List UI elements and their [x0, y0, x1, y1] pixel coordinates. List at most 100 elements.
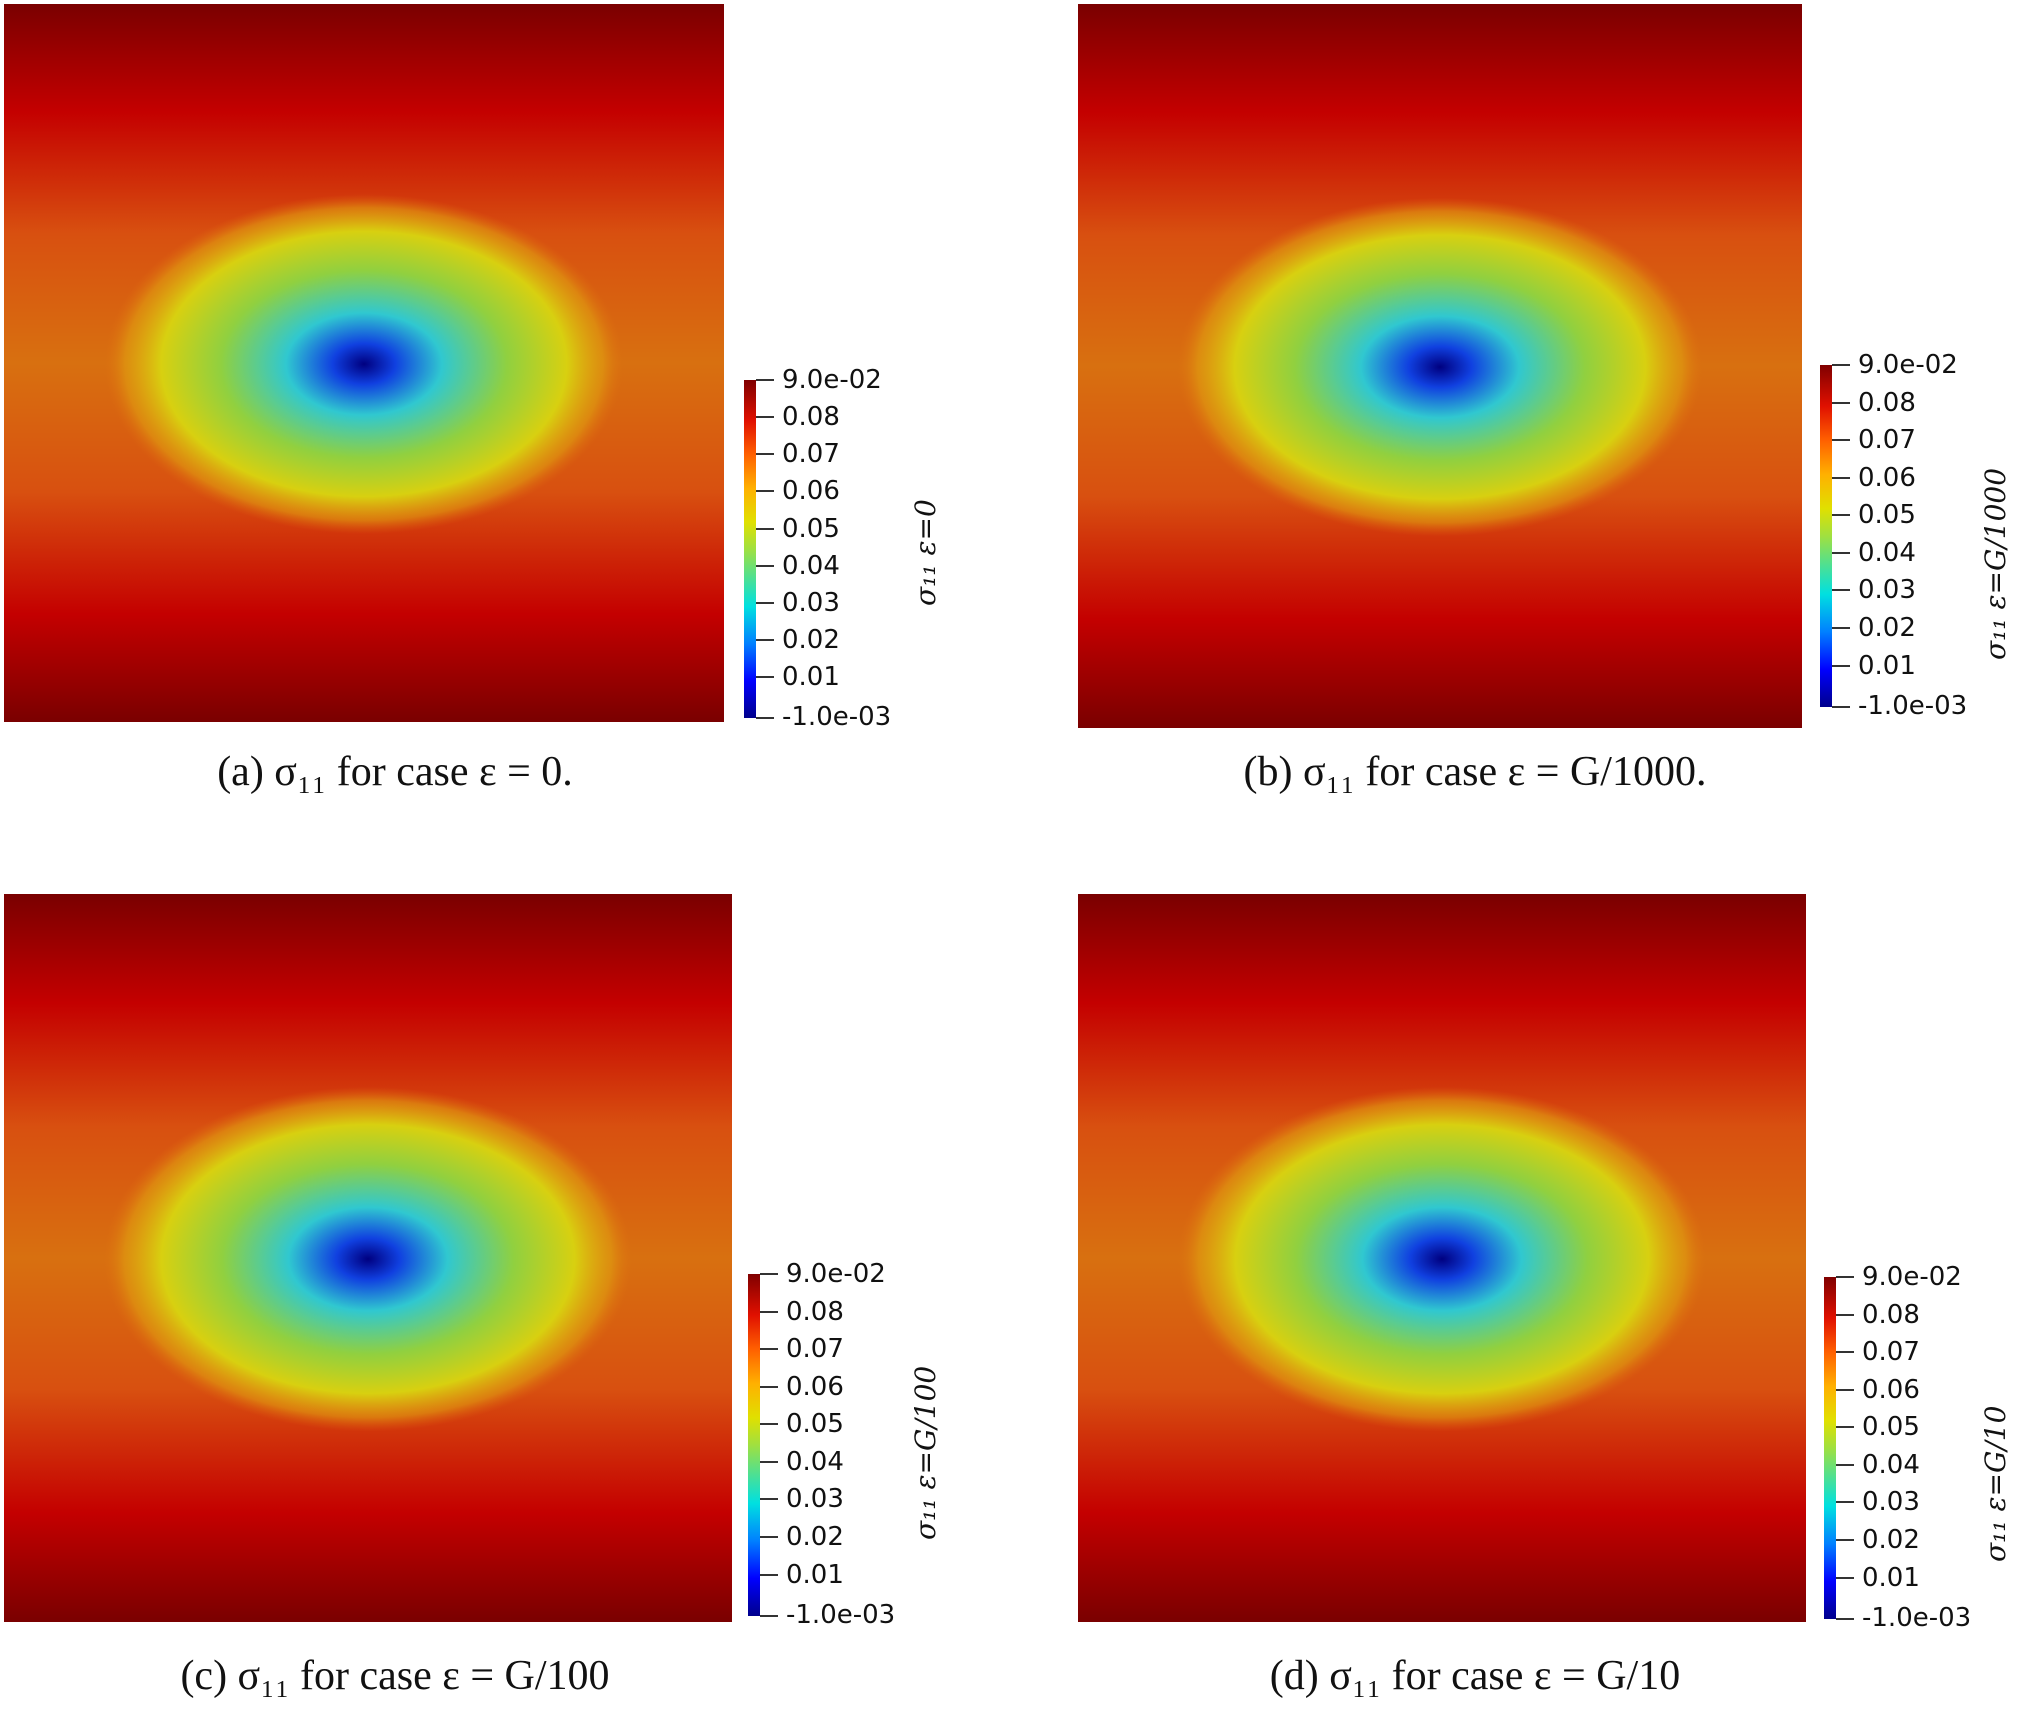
stress-field-svg	[1078, 4, 1802, 728]
colorbar-tick	[760, 1536, 778, 1539]
colorbar-tick-label: 0.08	[782, 402, 840, 433]
colorbar-tick	[760, 1460, 778, 1463]
colorbar-a	[744, 380, 756, 718]
colorbar-tick	[1832, 439, 1850, 442]
colorbar-tick-label: 0.01	[782, 662, 840, 693]
colorbar-tick	[1832, 514, 1850, 517]
colorbar-tick-label: 0.03	[1862, 1487, 1920, 1518]
colorbar-tick	[1836, 1539, 1854, 1542]
colorbar-tick	[1832, 401, 1850, 404]
field-plot-a	[4, 4, 724, 722]
colorbar-tick-label: 0.05	[786, 1409, 844, 1440]
colorbar-tick	[1832, 664, 1850, 667]
colorbar-tick	[756, 379, 774, 381]
caption-c: (c) σ₁₁ for case ε = G/100	[180, 1653, 610, 1699]
colorbar-tick	[756, 416, 774, 419]
colorbar-tick	[756, 676, 774, 679]
colorbar-tick	[760, 1310, 778, 1313]
colorbar-tick-label: 0.01	[1862, 1562, 1920, 1593]
colorbar-tick-label: 0.07	[786, 1334, 844, 1365]
colorbar-tick	[1836, 1501, 1854, 1504]
colorbar-tick	[756, 527, 774, 530]
colorbar-tick	[756, 490, 774, 493]
field-plot-b	[1078, 4, 1802, 728]
colorbar-tick-label: 0.05	[782, 513, 840, 544]
colorbar-title: σ₁₁ ε=0	[909, 499, 942, 606]
colorbar-tick	[756, 453, 774, 456]
colorbar-max-label: 9.0e-02	[1858, 350, 1958, 380]
colorbar-tick-label: 0.02	[1862, 1525, 1920, 1556]
colorbar-tick-label: 0.06	[1858, 462, 1916, 493]
colorbar-tick	[1832, 627, 1850, 630]
colorbar-tick	[1832, 589, 1850, 592]
colorbar-tick	[1836, 1426, 1854, 1429]
colorbar-tick	[1836, 1576, 1854, 1579]
caption-a: (a) σ₁₁ for case ε = 0.	[217, 749, 573, 795]
colorbar-max-label: 9.0e-02	[1862, 1262, 1962, 1292]
colorbar-max-label: 9.0e-02	[782, 365, 882, 395]
colorbar-tick-label: 0.03	[786, 1484, 844, 1515]
colorbar-tick-label: 0.06	[782, 476, 840, 507]
colorbar-tick-label: 0.07	[1858, 425, 1916, 456]
colorbar-tick	[1836, 1276, 1854, 1278]
colorbar-tick	[1836, 1388, 1854, 1391]
stress-field-svg	[4, 4, 724, 722]
colorbar-tick-label: 0.08	[1858, 387, 1916, 418]
colorbar-tick-label: 0.03	[1858, 575, 1916, 606]
stress-field-svg	[1078, 894, 1806, 1622]
colorbar-title: σ₁₁ ε=G/1000	[1979, 467, 2012, 660]
caption-d: (d) σ₁₁ for case ε = G/10	[1269, 1653, 1681, 1699]
colorbar-tick	[760, 1423, 778, 1426]
colorbar-tick	[760, 1273, 778, 1275]
colorbar-tick-label: 0.02	[782, 625, 840, 655]
colorbar-tick	[760, 1573, 778, 1576]
colorbar-tick-label: 0.07	[782, 439, 840, 470]
colorbar-tick	[1836, 1463, 1854, 1466]
colorbar-tick-label: 0.01	[786, 1559, 844, 1590]
colorbar-tick	[1832, 706, 1850, 708]
colorbar-tick	[760, 1348, 778, 1351]
colorbar-title: σ₁₁ ε=G/10	[1979, 1405, 2012, 1562]
colorbar-tick	[1836, 1313, 1854, 1316]
colorbar-tick	[1836, 1618, 1854, 1620]
colorbar-tick	[756, 717, 774, 719]
field-plot-d	[1078, 894, 1806, 1622]
colorbar-tick-label: 0.04	[1858, 537, 1916, 568]
colorbar-tick-label: 0.06	[1862, 1374, 1920, 1405]
colorbar-tick	[760, 1498, 778, 1501]
colorbar-tick-label: 0.08	[786, 1296, 844, 1327]
colorbar-tick-label: 0.05	[1858, 500, 1916, 531]
colorbar-tick-label: 0.04	[1862, 1449, 1920, 1480]
colorbar-tick-label: 0.06	[786, 1371, 844, 1402]
colorbar-tick	[1832, 476, 1850, 479]
colorbar-c	[748, 1274, 760, 1616]
colorbar-title: σ₁₁ ε=G/100	[909, 1365, 942, 1540]
colorbar-tick	[1836, 1351, 1854, 1354]
caption-b: (b) σ₁₁ for case ε = G/1000.	[1243, 749, 1707, 795]
colorbar-max-label: 9.0e-02	[786, 1259, 886, 1289]
colorbar-tick	[760, 1385, 778, 1388]
colorbar-tick	[756, 601, 774, 604]
colorbar-tick	[756, 564, 774, 567]
colorbar-tick	[1832, 364, 1850, 366]
colorbar-tick-label: 0.02	[1858, 613, 1916, 644]
stress-field-svg	[4, 894, 732, 1622]
colorbar-tick-label: 0.01	[1858, 650, 1916, 681]
colorbar-tick	[1832, 551, 1850, 554]
colorbar-min-label: -1.0e-03	[782, 702, 892, 732]
colorbar-tick-label: 0.08	[1862, 1299, 1920, 1330]
colorbar-tick	[760, 1615, 778, 1617]
colorbar-tick-label: 0.04	[786, 1446, 844, 1477]
field-plot-c	[4, 894, 732, 1622]
colorbar-b	[1820, 365, 1832, 707]
colorbar-tick-label: 0.07	[1862, 1337, 1920, 1368]
colorbar-min-label: -1.0e-03	[1858, 691, 1968, 721]
colorbar-tick	[756, 639, 774, 641]
colorbar-tick-label: 0.02	[786, 1522, 844, 1553]
colorbar-d	[1824, 1277, 1836, 1619]
colorbar-min-label: -1.0e-03	[1862, 1603, 1972, 1633]
colorbar-tick-label: 0.03	[782, 587, 840, 618]
colorbar-tick-label: 0.04	[782, 550, 840, 581]
colorbar-tick-label: 0.05	[1862, 1412, 1920, 1443]
